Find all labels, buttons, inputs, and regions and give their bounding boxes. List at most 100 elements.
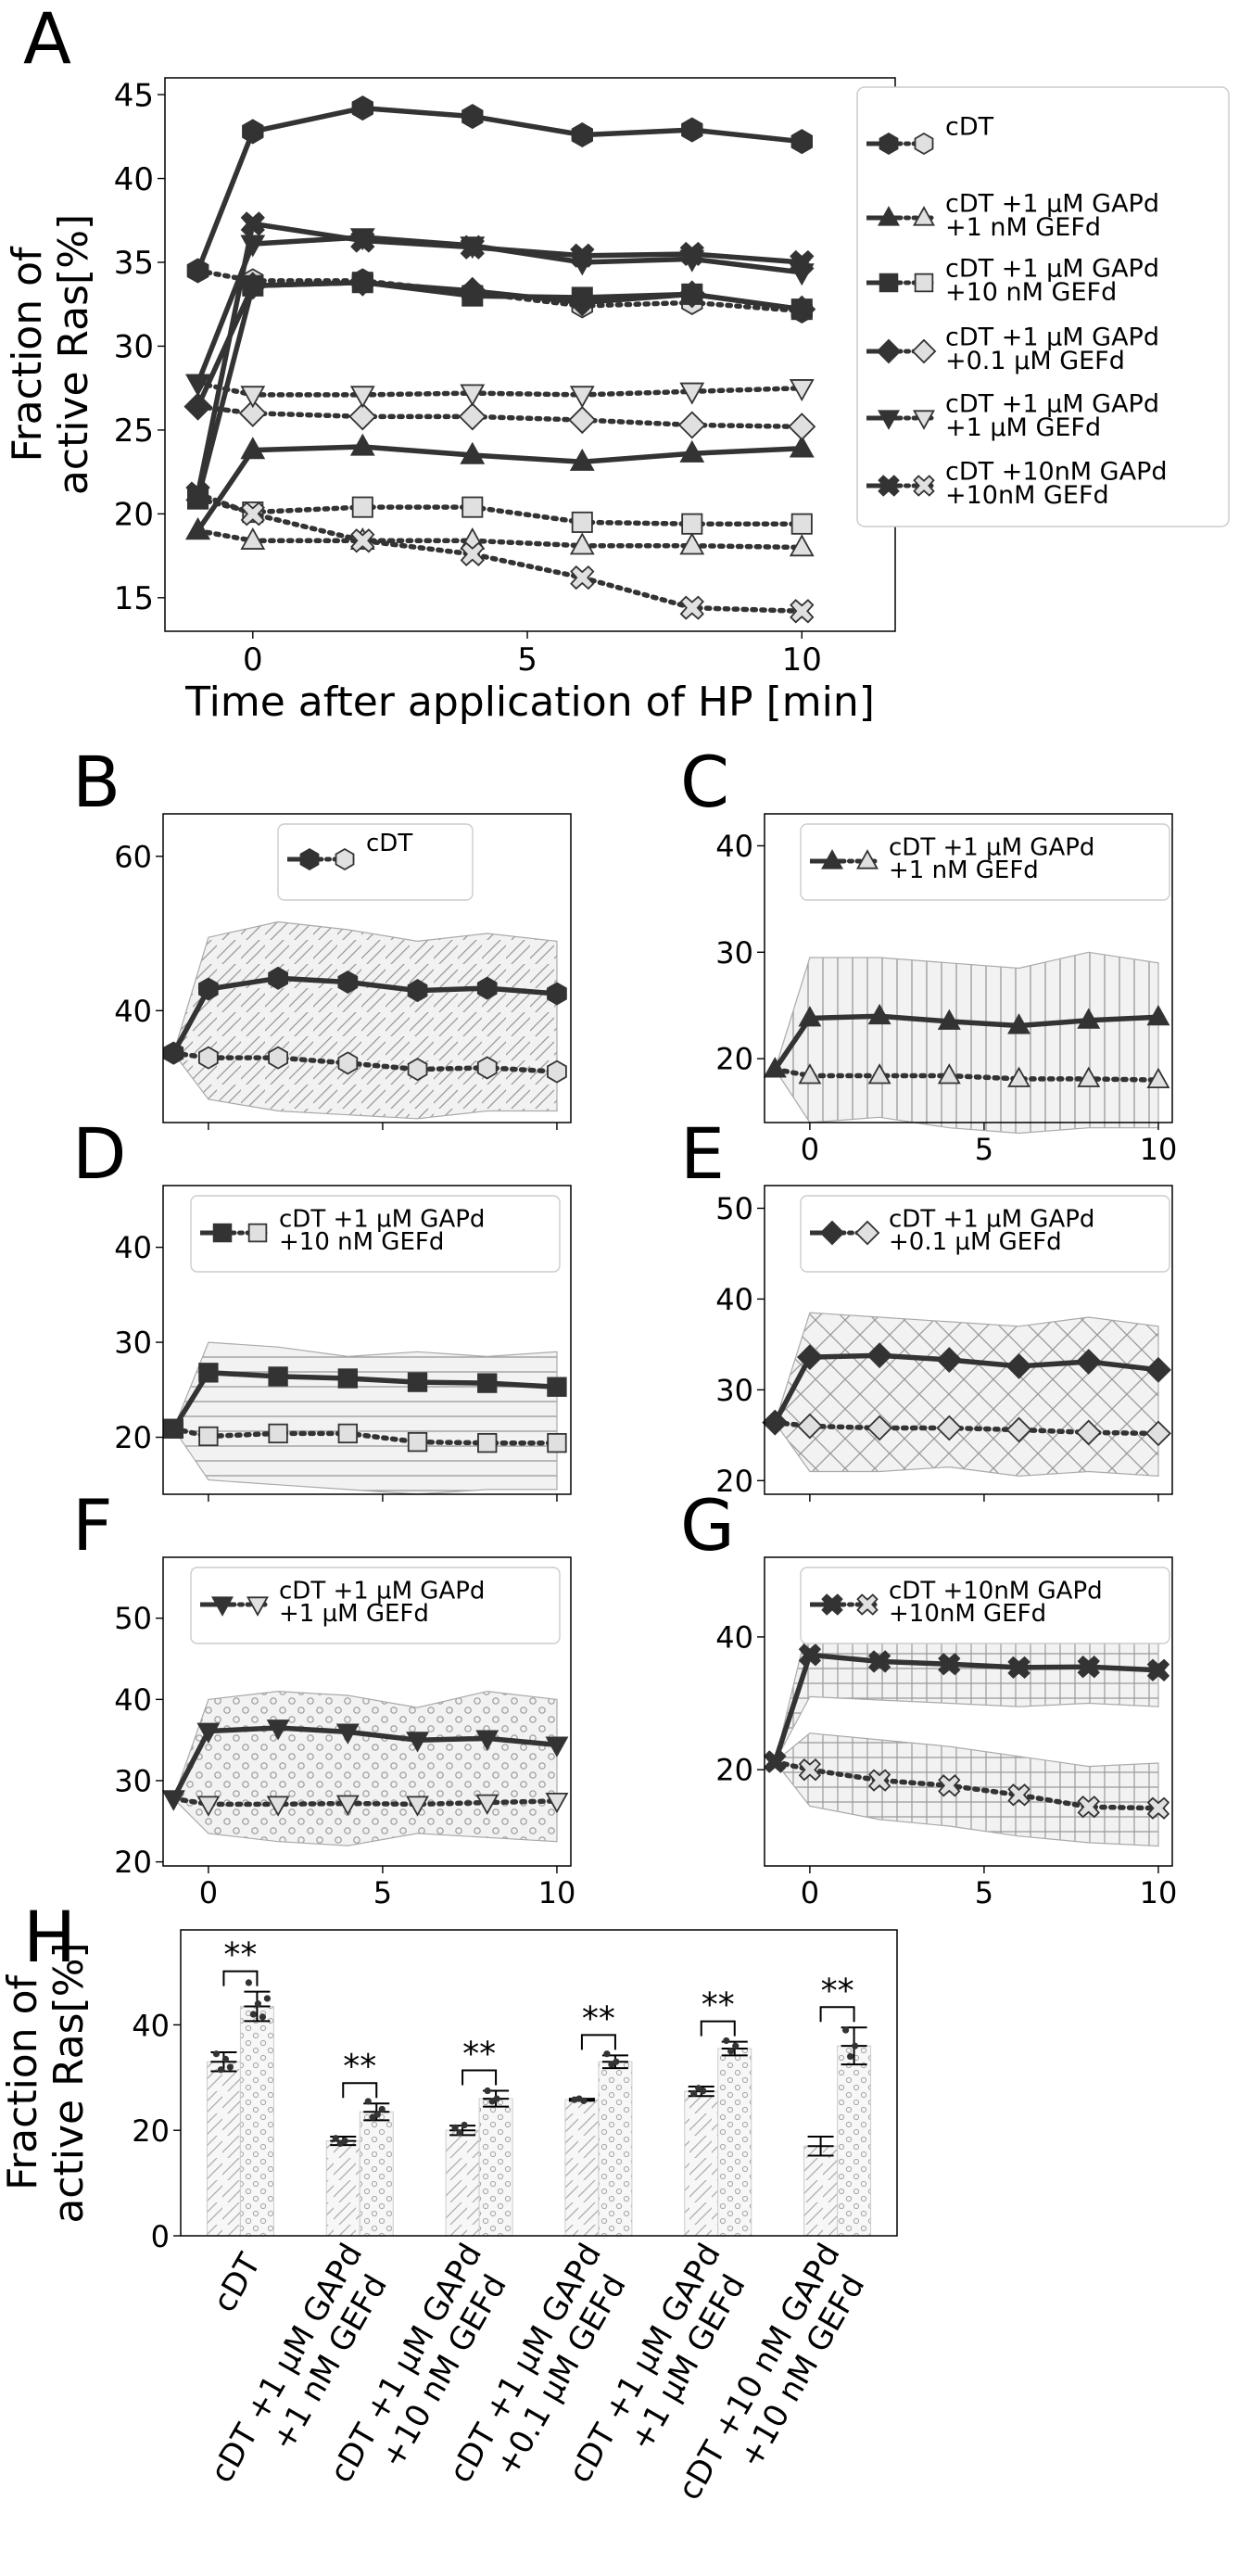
series-open-point xyxy=(1007,1066,1030,1087)
legend-filled-marker xyxy=(299,847,320,871)
series-open-point xyxy=(936,1415,963,1441)
significance-label: ** xyxy=(821,1972,854,2010)
data-point-after xyxy=(373,2111,381,2118)
legend-open-marker xyxy=(247,1596,269,1617)
series-open-point xyxy=(1145,1420,1171,1447)
a-series-0-dotted-line xyxy=(195,268,805,314)
legend-open-marker xyxy=(854,1220,880,1246)
a-series-5-open-point xyxy=(570,565,595,590)
error-band xyxy=(172,1341,558,1495)
series-open-point xyxy=(266,1796,290,1817)
legend-filled-marker xyxy=(878,475,900,497)
panel-letter-g: G xyxy=(680,1484,735,1567)
a-series-2-open-point xyxy=(681,513,703,535)
legend-box xyxy=(190,1567,561,1644)
bar-after-hatch xyxy=(239,2006,274,2237)
series-filled-point xyxy=(198,1363,219,1383)
y-tick-label: 20 xyxy=(715,1042,753,1077)
series-filled-point xyxy=(937,1009,961,1030)
a-series-0-filled-point xyxy=(790,129,813,155)
error-band xyxy=(774,951,1159,1135)
series-open-point xyxy=(937,1063,961,1085)
data-point-after xyxy=(245,1979,253,1986)
legend-open-marker xyxy=(913,410,935,430)
bar-before-hatch xyxy=(684,2090,719,2237)
series-filled-point xyxy=(936,1347,963,1373)
series-open-point xyxy=(337,1423,358,1444)
panel-g: G 0 5 10 20 40 cDT +10nM GAPd+10nM GEFd xyxy=(680,1484,1177,1910)
data-point-after xyxy=(603,2050,611,2058)
series-open-point xyxy=(1005,1416,1032,1443)
bar-before-hatch xyxy=(564,2099,600,2237)
data-point-before xyxy=(217,2066,225,2074)
bar-after-hatch xyxy=(598,2061,633,2237)
data-point-after xyxy=(732,2042,740,2049)
y-tick-label: 40 xyxy=(132,2008,170,2043)
significance-bracket xyxy=(342,2082,378,2099)
series-filled-point xyxy=(867,1650,891,1673)
series-filled-point xyxy=(547,982,567,1006)
a-series-5-filled-point xyxy=(185,481,210,506)
legend-label: cDT +1 µM GAPd xyxy=(945,389,1159,418)
legend-open-marker xyxy=(856,849,879,869)
legend-filled-marker xyxy=(821,849,843,869)
x-tick-label: 10 xyxy=(782,641,822,679)
legend-filled-marker xyxy=(821,1593,843,1616)
a-series-4-solid-line xyxy=(195,235,803,385)
a-series-3-open-point xyxy=(677,411,706,439)
x-tick-label: 5 xyxy=(517,641,537,679)
y-tick-label: 20 xyxy=(132,2113,170,2149)
y-axis-label: Fraction of active Ras[%] xyxy=(4,214,97,495)
a-series-4-open-point xyxy=(569,386,595,409)
panel-h: H **cDT**cDT +1 µM GAPd+1 nM GEFd**cDT +1… xyxy=(0,1896,898,2506)
panel-letter-b: B xyxy=(72,741,120,823)
series-filled-point xyxy=(798,1643,822,1667)
a-series-1-solid-line xyxy=(196,444,803,533)
series-open-point xyxy=(268,1423,288,1444)
data-point-before xyxy=(456,2129,463,2137)
series-open-point xyxy=(866,1415,893,1441)
a-series-0-filled-point xyxy=(681,117,703,143)
legend-box xyxy=(190,1195,561,1273)
a-series-5-open-point xyxy=(350,528,375,553)
data-point-after xyxy=(249,2011,258,2018)
y-tick-label: 30 xyxy=(114,1764,152,1799)
data-point-after xyxy=(254,2000,262,2008)
legend-box xyxy=(277,823,474,901)
panel-b: B 40 60 cDT xyxy=(72,741,572,1130)
significance-bracket xyxy=(461,2069,498,2086)
series-filled-point xyxy=(268,1366,288,1387)
significance-label: ** xyxy=(343,2048,376,2086)
axes-frame xyxy=(764,1556,1173,1867)
y-tick-label: 20 xyxy=(715,1753,753,1788)
series-filled-point xyxy=(477,1373,498,1393)
series-open-point xyxy=(867,1063,891,1085)
series-open-point xyxy=(796,1413,823,1440)
a-series-5-open-point xyxy=(460,541,485,566)
x-tick-label: 10 xyxy=(1140,1875,1178,1910)
x-tick-label: 10 xyxy=(1140,1132,1178,1167)
bar-before-hatch xyxy=(803,2145,839,2237)
y-tick-label: 20 xyxy=(114,1845,152,1880)
data-point-before xyxy=(700,2087,707,2095)
a-series-1-filled-point xyxy=(460,441,486,464)
a-series-0-filled-point xyxy=(571,121,593,148)
a-series-3-filled-point xyxy=(788,295,816,324)
data-point-after xyxy=(723,2037,730,2045)
bar-after-hatch xyxy=(478,2098,513,2237)
a-series-3-solid-line xyxy=(195,279,803,408)
data-point-before xyxy=(226,2063,234,2071)
series-open-point xyxy=(867,1769,891,1792)
legend-open-marker xyxy=(856,1593,879,1616)
legend-open-marker xyxy=(914,132,934,156)
legend-filled-marker xyxy=(879,273,899,293)
a-series-5-open-point xyxy=(240,501,265,527)
legend-open-marker xyxy=(914,273,934,293)
legend-filled-marker xyxy=(879,132,899,156)
y-tick-label: 40 xyxy=(114,1230,152,1265)
a-series-0-filled-point xyxy=(242,119,264,145)
legend-box xyxy=(800,823,1170,901)
a-series-4-open-point xyxy=(240,386,266,409)
data-point-before xyxy=(221,2055,230,2062)
